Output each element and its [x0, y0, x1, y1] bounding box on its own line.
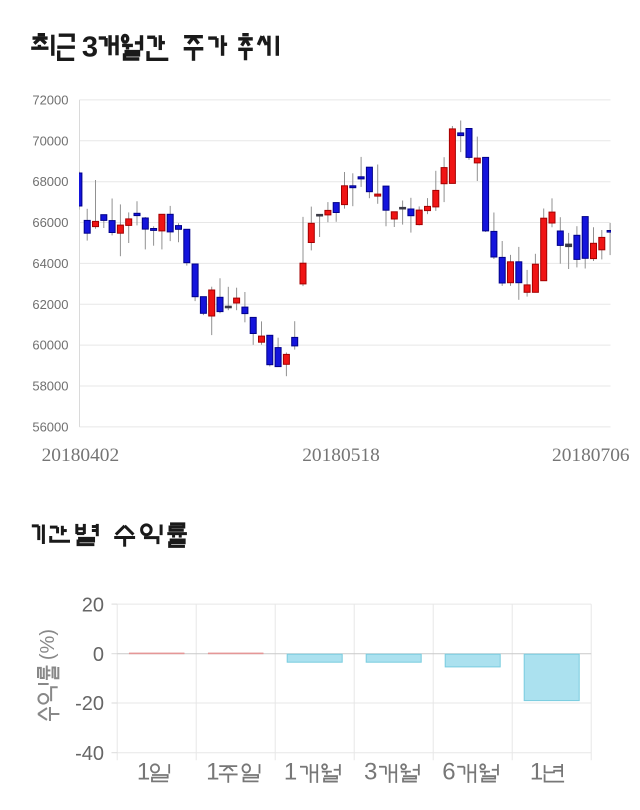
svg-text:3: 3 [364, 759, 377, 786]
svg-text:72000: 72000 [32, 92, 68, 107]
svg-text:3: 3 [82, 32, 98, 64]
svg-text:1: 1 [137, 759, 150, 786]
svg-text:20: 20 [82, 594, 104, 616]
svg-text:20180402: 20180402 [42, 445, 120, 466]
svg-text:1: 1 [284, 759, 297, 786]
svg-text:-40: -40 [75, 743, 104, 765]
svg-text:62000: 62000 [32, 297, 68, 312]
svg-text:(%): (%) [37, 629, 59, 660]
svg-text:0: 0 [93, 644, 104, 666]
svg-text:-20: -20 [75, 693, 104, 715]
svg-text:60000: 60000 [32, 338, 68, 353]
svg-text:1: 1 [206, 759, 219, 786]
svg-text:1: 1 [530, 759, 543, 786]
svg-text:20180518: 20180518 [302, 445, 380, 466]
svg-text:20180706: 20180706 [552, 445, 630, 466]
svg-text:66000: 66000 [32, 215, 68, 230]
svg-text:64000: 64000 [32, 256, 68, 271]
svg-text:58000: 58000 [32, 379, 68, 394]
svg-text:68000: 68000 [32, 174, 68, 189]
svg-text:6: 6 [442, 759, 455, 786]
svg-text:56000: 56000 [32, 419, 68, 434]
svg-text:70000: 70000 [32, 133, 68, 148]
